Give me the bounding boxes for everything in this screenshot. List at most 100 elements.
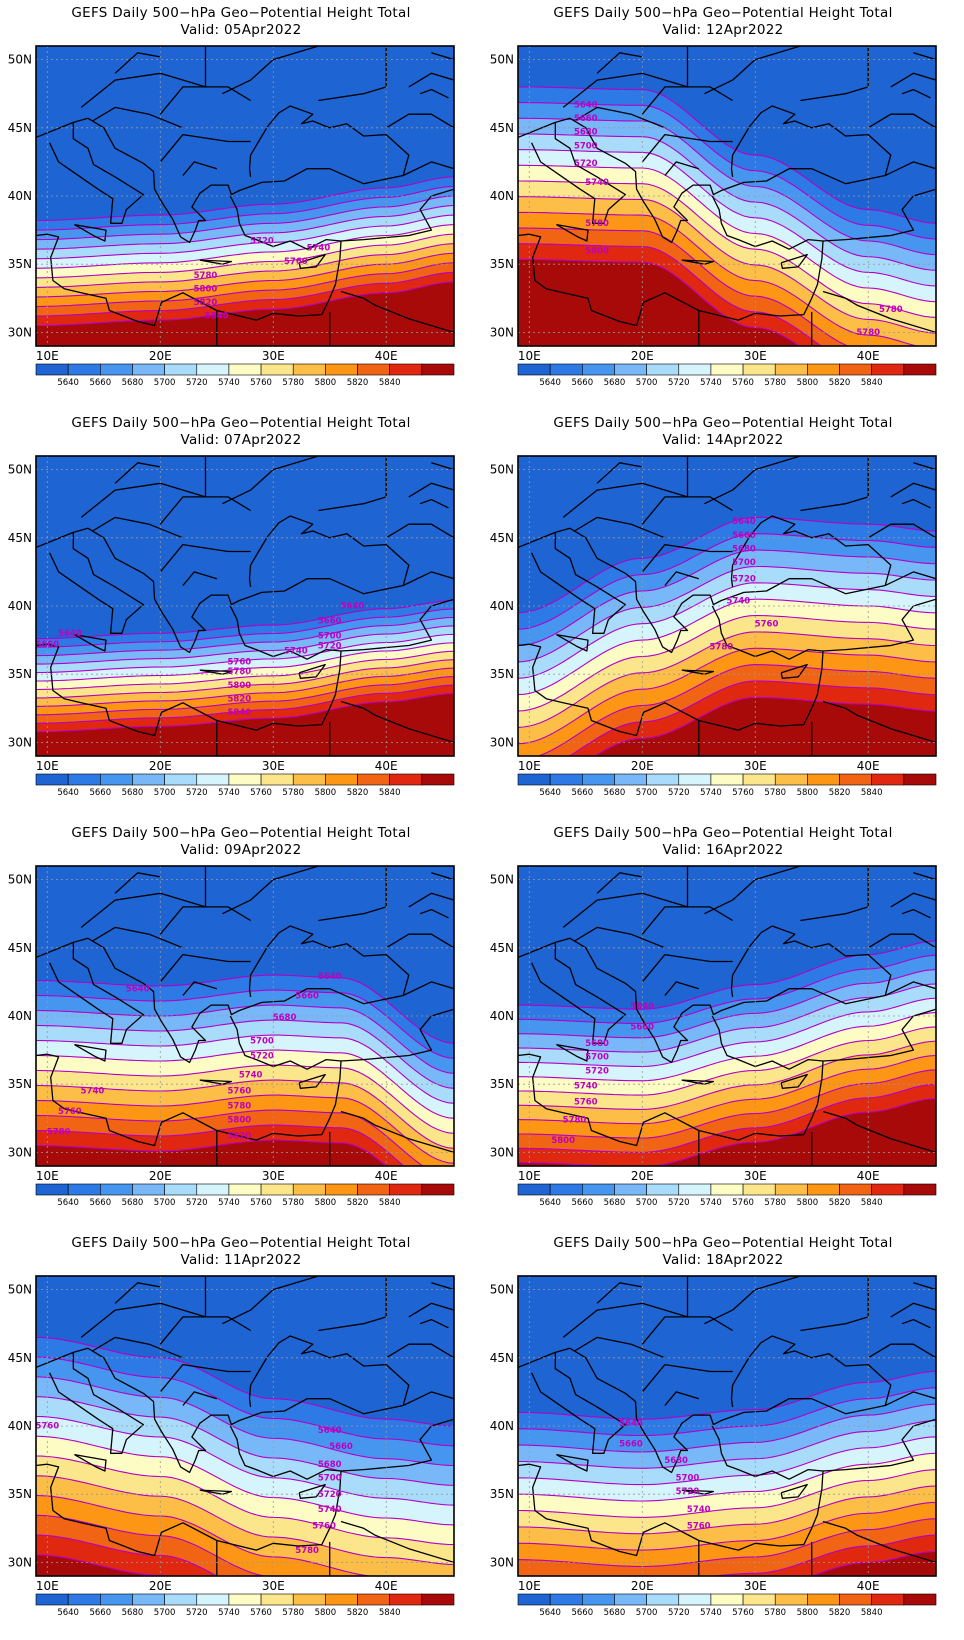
colorbar-swatch [228,363,262,376]
lon-label: 40E [857,1169,880,1183]
contour-label: 5680 [273,1013,297,1023]
contour-label: 5640 [619,1419,643,1429]
panel-valid-date: Valid: 12Apr2022 [662,22,784,38]
lon-label: 20E [149,1169,172,1183]
colorbar-swatch [807,1593,840,1606]
lon-label: 40E [375,349,398,363]
height-band [811,1551,936,1576]
coastline [222,1276,319,1325]
colorbar-tick-label: 5800 [315,378,337,388]
contour-line [518,1501,936,1551]
contour-line [36,659,454,699]
lon-label: 20E [149,349,172,363]
height-band [36,281,454,346]
lat-label: 45N [490,1351,514,1365]
coastline [92,516,184,539]
colorbar-tick-label: 5720 [186,378,208,388]
contour-line [518,1485,936,1535]
coastline [49,532,144,634]
colorbar-swatch [710,1593,744,1606]
colorbar-swatch [164,773,198,786]
colorbar-swatch [67,773,101,786]
contour-label: 5740 [574,1081,598,1091]
coastline [159,953,251,983]
coastline [385,523,454,539]
coastline [431,866,454,881]
colorbar-swatch [67,363,101,376]
coastline [867,113,936,129]
colorbar-swatch [678,1593,712,1606]
coastline [681,669,715,675]
contour-label: 5740 [318,1505,342,1515]
contour-line [518,1097,936,1166]
colorbar-swatch [517,363,551,376]
lon-label: 20E [631,1579,654,1593]
colorbar-swatch [389,1183,423,1196]
colorbar-tick-label: 5720 [186,1198,208,1208]
lat-label: 50N [490,1283,514,1297]
colorbar-tick-label: 5680 [122,1608,144,1618]
colorbar-tick-label: 5640 [57,378,79,388]
colorbar-swatch [292,773,326,786]
contour-line [36,1376,454,1467]
colorbar-tick-label: 5760 [250,1608,272,1618]
coastline [780,1073,808,1089]
colorbar-swatch [807,1183,840,1196]
coastline [74,1043,107,1062]
lat-label: 40N [490,189,514,203]
colorbar-swatch [325,363,358,376]
colorbar-swatch [292,1183,326,1196]
colorbar-tick-label: 5840 [379,378,401,388]
coastline [574,1336,666,1359]
colorbar-swatch [774,1183,808,1196]
colorbar-swatch [421,1183,455,1196]
contour-line [518,969,936,1039]
contour-line [518,516,936,614]
coastline [884,981,936,1003]
coastline [80,46,207,108]
colorbar-swatch [614,773,647,786]
colorbar-swatch [132,1183,165,1196]
coastline [531,942,626,1044]
map-frame [517,45,937,347]
contour-line [518,164,936,303]
contour-label: 5760 [312,1521,336,1531]
colorbar-tick-label: 5700 [636,1608,658,1618]
map-panel-14apr: GEFS Daily 500−hPa Geo−Potential Height … [482,410,964,820]
lon-label: 30E [744,1169,767,1183]
map-frame [517,455,937,757]
contour-line [36,1064,454,1134]
contour-label: 5720 [250,1051,274,1061]
contour-line [36,262,454,308]
colorbar-tick-label: 5820 [347,1198,369,1208]
colorbar-swatch [614,363,647,376]
coastline [901,1318,931,1329]
coastline [822,1520,936,1564]
contour-label: 5800 [228,1115,252,1125]
coastline [159,1363,251,1393]
contour-line [518,1054,936,1125]
map-svg: 5640 5660 5680 5700 5720 5740 5760 5780 5800 50N 4… [490,865,937,1208]
colorbar-swatch [903,1593,937,1606]
colorbar-tick-label: 5660 [89,788,111,798]
coastline [408,482,454,498]
coastline [884,1391,936,1413]
coastline [36,139,37,141]
colorbar-swatch [839,1183,872,1196]
colorbar-tick-label: 5720 [186,1608,208,1618]
coastline [36,959,37,961]
coastline [556,1453,589,1472]
contour-line [518,1534,936,1576]
lon-label: 40E [857,1579,880,1593]
contour-label: 5680 [318,1460,342,1470]
coastline [867,933,936,949]
contour-label: 5740 [687,1505,711,1515]
colorbar-tick-label: 5680 [122,378,144,388]
coastline [531,532,626,634]
contour-line [36,1124,405,1166]
colorbar-tick-label: 5640 [57,1198,79,1208]
coastline [385,1343,454,1359]
colorbar-swatch [357,1183,390,1196]
contour-label: 5820 [194,298,218,308]
colorbar-swatch [710,773,744,786]
